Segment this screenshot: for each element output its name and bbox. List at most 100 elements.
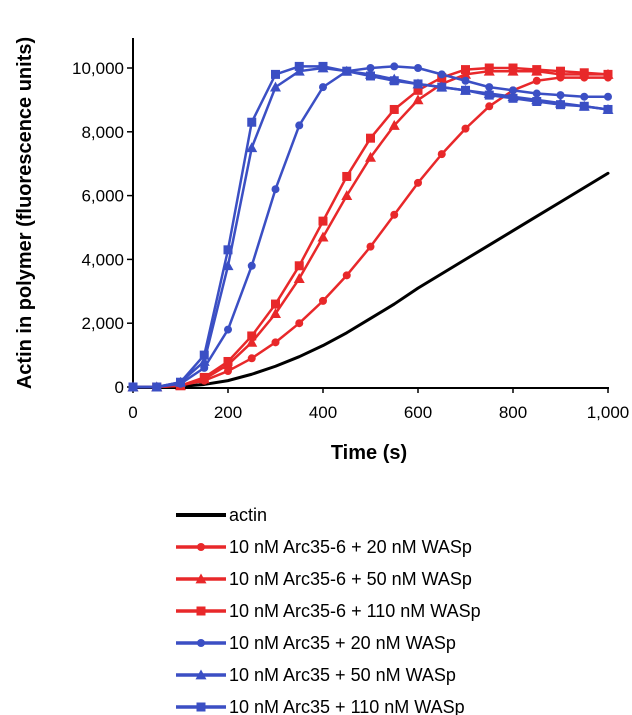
legend-marker <box>195 669 207 680</box>
data-point <box>294 61 304 71</box>
data-point <box>509 86 517 95</box>
data-point <box>388 119 400 130</box>
data-point <box>390 62 399 71</box>
series-layer <box>127 61 614 392</box>
data-point <box>508 93 518 103</box>
legend-marker <box>196 702 206 712</box>
y-tick-label: 6,000 <box>81 187 124 206</box>
legend-label: 10 nM Arc35-6 + 50 nM WASp <box>229 569 472 589</box>
series-line <box>131 66 610 389</box>
data-point <box>412 94 424 105</box>
series-4 <box>129 62 612 391</box>
data-point <box>319 296 327 305</box>
data-point <box>271 299 280 309</box>
data-point <box>128 382 138 392</box>
x-tick-label: 400 <box>309 403 337 422</box>
series-0 <box>131 171 610 389</box>
data-point <box>579 68 589 78</box>
data-point <box>365 151 376 162</box>
tick-marks <box>127 67 609 393</box>
series-line <box>131 76 610 389</box>
x-tick-label: 800 <box>499 403 527 422</box>
series-line <box>131 65 610 389</box>
y-tick-label: 10,000 <box>72 59 124 78</box>
data-point <box>390 210 399 219</box>
data-point <box>484 63 494 73</box>
data-point <box>247 354 256 363</box>
data-point <box>461 65 470 75</box>
plot-area: 0 2,000 4,000 6,000 8,000 10,000 0 200 400 600 800… <box>72 38 629 422</box>
y-tick-label: 8,000 <box>81 123 124 142</box>
data-point <box>366 133 375 143</box>
data-point <box>366 242 375 251</box>
series-line <box>131 66 610 389</box>
data-point <box>342 66 352 76</box>
series-line <box>131 65 610 389</box>
data-point <box>389 76 399 86</box>
data-point <box>222 260 234 271</box>
data-point <box>532 65 542 75</box>
data-point <box>246 142 258 153</box>
y-tick-label: 4,000 <box>81 250 124 269</box>
x-axis-title: Time (s) <box>331 442 407 464</box>
data-point <box>247 261 256 270</box>
data-point <box>366 64 375 72</box>
data-point <box>318 61 328 71</box>
legend-label: 10 nM Arc35 + 20 nM WASp <box>229 633 456 653</box>
legend-label: actin <box>229 505 267 525</box>
data-point <box>246 336 258 347</box>
data-point <box>556 100 565 110</box>
data-point <box>270 308 281 319</box>
data-point <box>485 83 494 92</box>
legend: actin 10 nM Arc35-6 + 20 nM WASp 10 nM Arc… <box>176 505 481 715</box>
x-tick-label: 0 <box>128 403 137 422</box>
data-point <box>247 331 257 341</box>
legend-item: 10 nM Arc35 + 50 nM WASp <box>176 665 456 685</box>
data-point <box>579 101 589 111</box>
legend-item: 10 nM Arc35 + 110 nM WASp <box>176 697 465 715</box>
data-point <box>341 190 353 200</box>
data-point <box>319 83 327 92</box>
series-3 <box>128 63 613 392</box>
y-tick-label: 0 <box>115 378 124 397</box>
data-point <box>556 66 565 76</box>
data-point <box>152 382 162 392</box>
tick-labels: 0 2,000 4,000 6,000 8,000 10,000 0 200 400 600 800… <box>72 59 629 422</box>
data-point <box>318 216 328 226</box>
data-point <box>271 69 280 79</box>
series-2 <box>127 65 614 392</box>
data-point <box>556 91 565 100</box>
data-point <box>199 372 209 382</box>
data-point <box>366 71 375 81</box>
data-point <box>461 76 470 85</box>
legend-label: 10 nM Arc35 + 50 nM WASp <box>229 665 456 685</box>
data-point <box>437 70 446 79</box>
data-point <box>271 338 280 347</box>
data-point <box>389 104 399 114</box>
legend-item: 10 nM Arc35-6 + 20 nM WASp <box>176 537 472 557</box>
data-point <box>295 121 304 130</box>
data-point <box>413 79 423 89</box>
data-point <box>223 356 233 366</box>
data-point <box>199 350 209 360</box>
data-point <box>270 81 281 92</box>
data-point <box>176 377 185 387</box>
series-line <box>131 171 610 389</box>
data-point <box>508 63 518 73</box>
data-point <box>437 82 447 92</box>
data-point <box>437 150 446 159</box>
series-line <box>131 69 610 389</box>
series-1 <box>129 73 612 391</box>
legend-label: 10 nM Arc35 + 110 nM WASp <box>229 697 465 715</box>
series-5 <box>127 62 614 392</box>
legend-marker <box>197 639 205 647</box>
data-point <box>603 104 613 114</box>
legend-item: 10 nM Arc35 + 20 nM WASp <box>176 633 456 653</box>
x-tick-label: 1,000 <box>587 403 630 422</box>
x-tick-label: 200 <box>214 403 242 422</box>
data-point <box>294 261 304 271</box>
data-point <box>414 64 422 72</box>
data-point <box>224 325 232 334</box>
legend-marker <box>197 543 205 551</box>
